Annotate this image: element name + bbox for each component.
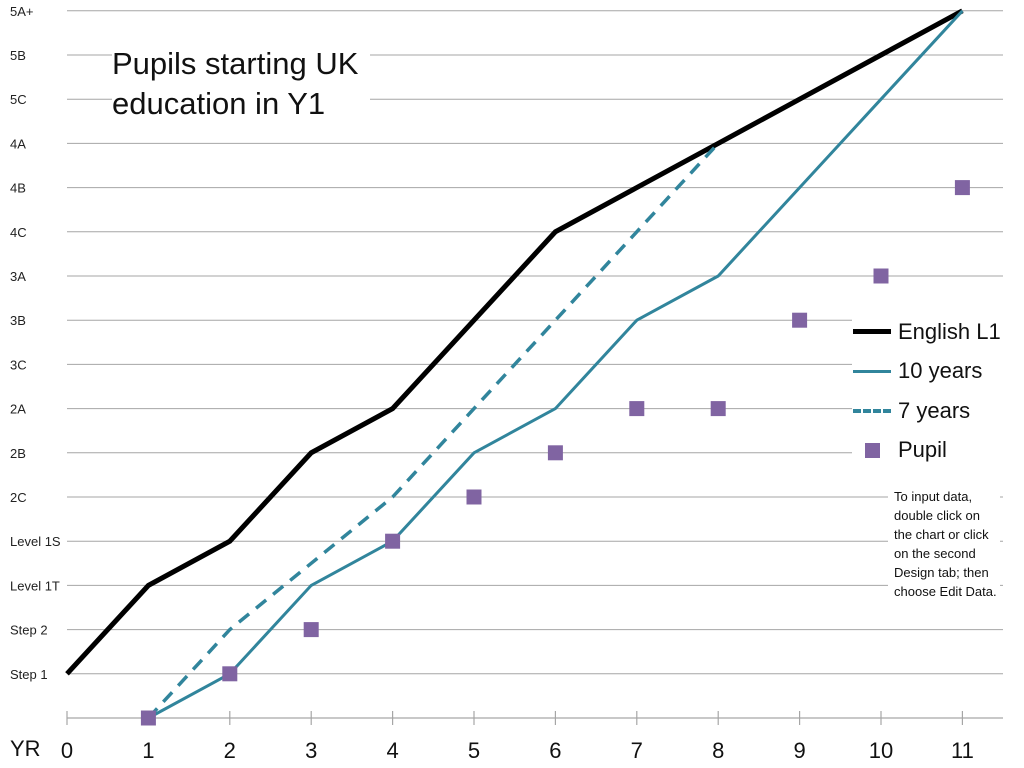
x-axis-labels: YR 0 1 2 3 4 5 6 7 8 9 10 11 [10,736,974,763]
legend-item-english-l1[interactable]: English L1 [852,312,1012,352]
legend-item-7-years[interactable]: 7 years [852,391,1012,431]
legend-label: Pupil [898,437,947,463]
y-tick-label: 5A+ [10,4,34,19]
legend-label: 7 years [898,397,971,423]
chart-title: Pupils starting UK education in Y1 [112,44,370,124]
y-tick-label: Step 2 [10,623,48,638]
y-tick-label: 3B [10,313,26,328]
x-tick-label: 4 [386,738,398,763]
y-tick-label: 4A [10,136,26,151]
gridlines [67,10,1003,675]
x-tick-label: 7 [631,738,643,763]
data-point-pupil[interactable] [629,401,645,417]
x-tick-label: 3 [305,738,317,763]
data-point-pupil[interactable] [954,180,970,196]
x-tick-label: 5 [468,738,480,763]
x-tick-label: 0 [61,738,73,763]
legend-item-10-years[interactable]: 10 years [852,352,1012,392]
legend-label: 10 years [898,358,983,384]
y-tick-label: 2B [10,446,26,461]
y-tick-label: 5C [10,92,27,107]
y-tick-label: 2C [10,490,27,505]
x-tick-label: 11 [951,738,974,763]
legend-swatch-7-years [852,401,892,421]
legend-swatch-10-years [852,361,892,381]
data-point-pupil[interactable] [222,666,238,682]
x-axis [66,711,1003,725]
legend-item-pupil[interactable]: Pupil [852,431,1012,471]
data-point-pupil[interactable] [710,401,726,417]
y-tick-label: 3A [10,269,26,284]
legend-swatch-pupil [852,440,892,460]
y-tick-label: Level 1T [10,578,60,593]
y-tick-label: Level 1S [10,534,61,549]
x-tick-label: 1 [142,738,154,763]
data-point-pupil[interactable] [303,622,319,638]
data-point-pupil[interactable] [466,489,482,505]
x-tick-label: 2 [224,738,236,763]
x-axis-title: YR [10,736,41,761]
legend-label: English L1 [898,318,1001,344]
y-axis-labels: Step 1 Step 2 Level 1T Level 1S 2C 2B 2A 3C 3B 3A… [10,4,61,682]
x-tick-label: 10 [869,738,893,763]
instruction-note: To input data, double click on the chart… [888,487,1000,601]
y-tick-label: Step 1 [10,667,48,682]
data-point-pupil[interactable] [547,445,563,461]
y-tick-label: 2A [10,402,26,417]
data-point-pupil[interactable] [140,710,156,726]
legend-swatch-english-l1 [852,322,892,342]
x-tick-label: 9 [793,738,805,763]
data-point-pupil[interactable] [792,312,808,328]
x-tick-label: 6 [549,738,561,763]
legend[interactable]: English L1 10 years 7 years Pupil [852,312,1012,470]
y-tick-label: 4C [10,225,27,240]
series-line-7-years[interactable] [147,142,720,720]
data-point-pupil[interactable] [385,533,401,549]
series-line-10-years[interactable] [147,9,964,720]
y-tick-label: 3C [10,357,27,372]
series-line-english-l1[interactable] [65,8,964,676]
y-tick-label: 5B [10,48,26,63]
series-layer [65,8,970,726]
x-tick-label: 8 [712,738,724,763]
y-tick-label: 4B [10,181,26,196]
data-point-pupil[interactable] [873,268,889,284]
